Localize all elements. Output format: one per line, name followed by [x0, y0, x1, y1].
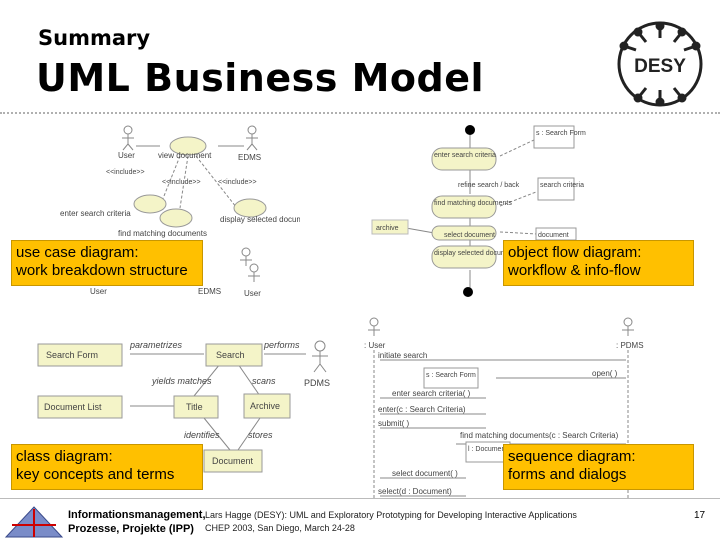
- message-label: enter(c : Search Criteria): [378, 405, 466, 414]
- class-name: Document List: [44, 402, 102, 412]
- ipp-logo-icon: [4, 506, 64, 538]
- class-name: Document: [212, 456, 254, 466]
- overlay-line: object flow diagram:: [508, 244, 642, 261]
- class-overlay: class diagram: key concepts and terms: [11, 444, 203, 490]
- activity-label: archive: [376, 225, 399, 232]
- include-label: <<include>>: [218, 179, 257, 186]
- include-label: <<include>>: [106, 169, 145, 176]
- sequence-diagram: : User : PDMS s : Search Form l : Docume…: [364, 317, 644, 500]
- message-label: submit( ): [378, 419, 409, 428]
- org-line: Prozesse, Projekte (IPP): [68, 523, 194, 535]
- association-label: scans: [252, 376, 276, 386]
- message-label: initiate search: [378, 351, 427, 360]
- start-node-icon: [465, 125, 475, 135]
- class-name: Title: [186, 402, 203, 412]
- message-label: select document( ): [392, 469, 458, 478]
- actor-label: User: [90, 287, 107, 296]
- lifeline-label: : PDMS: [616, 341, 644, 350]
- class-name: Search: [216, 350, 245, 360]
- footer-divider: [0, 498, 720, 499]
- class-diagram: Search Form Search Document List Title A…: [37, 340, 330, 473]
- class-name: Search Form: [46, 350, 98, 360]
- object-flow-diagram: enter search criteria refine search / ba…: [371, 125, 586, 297]
- activity-label: display selected document: [434, 250, 517, 257]
- activity-label: enter search criteria: [434, 152, 496, 159]
- citation-line: CHEP 2003, San Diego, March 24-28: [205, 523, 355, 533]
- object-label: s : Search Form: [536, 130, 586, 137]
- lifeline-label: s : Search Form: [426, 372, 476, 379]
- org-line: Informationsmanagement,: [68, 509, 206, 521]
- logo-text: DESY: [634, 56, 686, 77]
- overlay-line: sequence diagram:: [508, 448, 636, 465]
- object-flow-overlay: object flow diagram: workflow & info-flo…: [503, 240, 694, 286]
- use-case-diagram: User EDMS view document <<include>> <<in…: [60, 125, 300, 298]
- overlay-line: class diagram:: [16, 448, 113, 465]
- use-case-label: enter search criteria: [60, 209, 131, 218]
- lifeline-label: l : Document List: [468, 446, 520, 453]
- use-case-label: view document: [158, 151, 212, 160]
- object-label: search criteria: [540, 182, 584, 189]
- page-number: 17: [694, 510, 706, 521]
- overlay-line: forms and dialogs: [508, 466, 627, 483]
- association-label: identifies: [184, 430, 220, 440]
- slide-title: UML Business Model: [36, 56, 484, 100]
- citation: Lars Hagge (DESY): UML and Exploratory P…: [205, 509, 577, 535]
- actor-label: User: [118, 151, 135, 160]
- slide-subtitle: Summary: [38, 26, 151, 50]
- object-label: document: [538, 232, 569, 239]
- overlay-line: use case diagram:: [16, 244, 139, 261]
- actor-label: EDMS: [198, 287, 221, 296]
- association-label: yields matches: [151, 376, 212, 386]
- association-label: performs: [263, 340, 300, 350]
- message-label: enter search criteria( ): [392, 389, 471, 398]
- message-label: select(d : Document): [378, 487, 452, 496]
- actor-label: User: [244, 289, 261, 298]
- message-label: open( ): [592, 369, 618, 378]
- citation-line: Lars Hagge (DESY): UML and Exploratory P…: [205, 510, 577, 520]
- actor-label: PDMS: [304, 378, 330, 388]
- use-case-label: display selected document: [220, 215, 300, 224]
- class-name: Archive: [250, 401, 280, 411]
- message-label: find matching documents(c : Search Crite…: [460, 431, 619, 440]
- overlay-line: workflow & info-flow: [508, 262, 641, 279]
- association-label: parametrizes: [129, 340, 183, 350]
- overlay-line: key concepts and terms: [16, 466, 175, 483]
- sequence-overlay: sequence diagram: forms and dialogs: [503, 444, 694, 490]
- association-label: stores: [248, 430, 273, 440]
- end-node-icon: [463, 287, 473, 297]
- include-label: <<include>>: [162, 179, 201, 186]
- lifeline-label: : User: [364, 341, 386, 350]
- overlay-line: work breakdown structure: [16, 262, 188, 279]
- use-case-label: find matching documents: [118, 229, 207, 238]
- activity-label: find matching documents: [434, 200, 512, 207]
- org-name: Informationsmanagement, Prozesse, Projek…: [68, 508, 206, 536]
- activity-label: select document: [444, 232, 495, 239]
- desy-logo: DESY: [617, 21, 703, 107]
- use-case-overlay: use case diagram: work breakdown structu…: [11, 240, 203, 286]
- activity-label: refine search / back: [458, 182, 520, 189]
- actor-label: EDMS: [238, 153, 261, 162]
- header-divider: [0, 112, 720, 114]
